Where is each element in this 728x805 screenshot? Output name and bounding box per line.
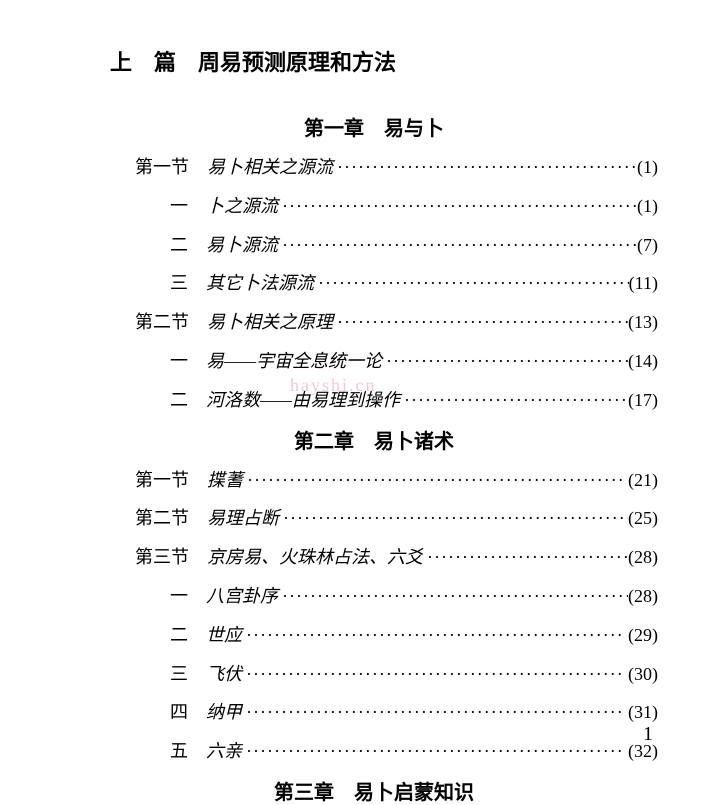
chapter-heading: 第二章 易卜诸术 [90,425,658,454]
toc-title: 易——宇宙全息统一论 [206,347,382,376]
page-number: 1 [643,723,653,746]
toc-dots: ········································… [242,621,628,650]
toc-dots: ········································… [382,347,628,376]
toc-entry: 三 其它卜法源流································… [90,269,658,298]
toc-dots: ········································… [243,466,628,495]
toc-entry: 二 世应····································… [90,621,658,650]
toc-prefix: 二 [170,231,206,260]
toc-page: (7) [637,231,658,260]
toc-title: 易卜相关之原理 [207,308,333,337]
toc-prefix: 一 [170,347,206,376]
toc-title: 易卜源流 [206,231,278,260]
toc-prefix: 第一节 [135,466,207,495]
table-of-contents: 第一章 易与卜第一节 易卜相关之源流······················… [90,112,658,805]
toc-entry: 第三节 京房易、火珠林占法、六爻························… [90,543,658,572]
toc-title: 京房易、火珠林占法、六爻 [207,543,423,572]
chapter-heading: 第一章 易与卜 [90,112,658,141]
toc-entry: 三 飞伏····································… [90,660,658,689]
toc-page: (25) [628,504,658,533]
toc-page: (30) [628,660,658,689]
toc-title: 世应 [206,621,242,650]
toc-dots: ········································… [242,737,628,766]
toc-title: 易卜相关之源流 [207,153,333,182]
toc-dots: ········································… [279,504,628,533]
toc-page: (1) [637,192,658,221]
toc-prefix: 第三节 [135,543,207,572]
toc-page: (21) [628,466,658,495]
toc-title: 其它卜法源流 [206,269,314,298]
toc-entry: 第二节 易卜相关之原理·····························… [90,308,658,337]
toc-page: (14) [628,347,658,376]
toc-dots: ········································… [423,543,628,572]
toc-page: (13) [628,308,658,337]
toc-dots: ········································… [333,308,628,337]
toc-dots: ········································… [278,582,628,611]
toc-prefix: 三 [170,660,206,689]
toc-entry: 四 纳甲····································… [90,698,658,727]
toc-entry: 一 卜之源流··································… [90,192,658,221]
toc-entry: 第一节 揲蓍··································… [90,466,658,495]
toc-dots: ········································… [400,386,628,415]
toc-prefix: 三 [170,269,206,298]
toc-title: 八宫卦序 [206,582,278,611]
toc-entry: 二 易卜源流··································… [90,231,658,260]
toc-title: 易理占断 [207,504,279,533]
toc-page: (28) [628,543,658,572]
toc-title: 纳甲 [206,698,242,727]
toc-page: (28) [628,582,658,611]
toc-prefix: 五 [170,737,206,766]
toc-title: 河洛数——由易理到操作 [206,386,400,415]
toc-page: (29) [628,621,658,650]
chapter-heading: 第三章 易卜启蒙知识 [90,776,658,805]
toc-prefix: 二 [170,386,206,415]
toc-title: 卜之源流 [206,192,278,221]
toc-dots: ········································… [242,698,628,727]
toc-prefix: 一 [170,192,206,221]
toc-prefix: 四 [170,698,206,727]
toc-dots: ········································… [278,192,637,221]
toc-entry: 五 六亲····································… [90,737,658,766]
toc-page: (11) [629,269,658,298]
toc-title: 飞伏 [206,660,242,689]
toc-dots: ········································… [278,231,637,260]
toc-page: (1) [637,153,658,182]
toc-prefix: 第一节 [135,153,207,182]
toc-entry: 一 易——宇宙全息统一论····························… [90,347,658,376]
toc-dots: ········································… [333,153,637,182]
toc-title: 揲蓍 [207,466,243,495]
toc-entry: 第二节 易理占断································… [90,504,658,533]
toc-title: 六亲 [206,737,242,766]
toc-prefix: 二 [170,621,206,650]
toc-dots: ········································… [314,269,629,298]
toc-entry: 一 八宫卦序··································… [90,582,658,611]
toc-page: (17) [628,386,658,415]
toc-dots: ········································… [242,660,628,689]
toc-entry: 二 河洛数——由易理到操作···························… [90,386,658,415]
toc-entry: 第一节 易卜相关之源流·····························… [90,153,658,182]
part-title: 上 篇 周易预测原理和方法 [110,45,658,77]
toc-prefix: 一 [170,582,206,611]
toc-prefix: 第二节 [135,308,207,337]
toc-prefix: 第二节 [135,504,207,533]
